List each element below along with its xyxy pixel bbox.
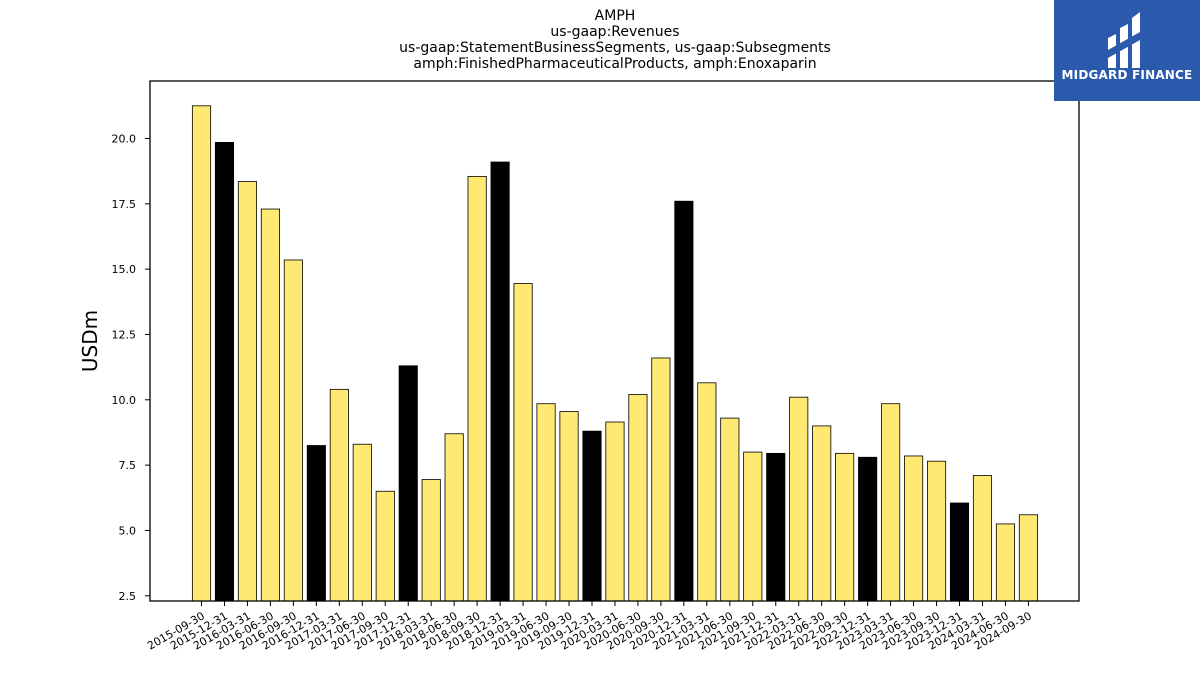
bar-2021-09-30	[743, 451, 763, 602]
bar-2022-12-31	[858, 456, 878, 602]
y-tick-label: 15.0	[112, 263, 137, 276]
y-tick-label: 7.5	[119, 459, 137, 472]
bars	[191, 105, 1038, 602]
bar-2022-09-30	[835, 452, 855, 602]
bar-2024-09-30	[1018, 514, 1038, 602]
bar-2015-12-31	[214, 142, 235, 602]
bar-2020-09-30	[651, 357, 671, 602]
bar-2023-03-31	[881, 403, 901, 602]
bar-2020-06-30	[628, 394, 648, 602]
y-axis: 2.5 5.0 7.5 10.0 12.5 15.0 17.5 20.0	[112, 132, 150, 603]
y-tick-label: 20.0	[112, 132, 137, 145]
bar-2023-06-30	[904, 455, 924, 602]
y-tick-label: 12.5	[112, 328, 137, 341]
bar-2019-06-30	[536, 403, 556, 602]
bar-2016-12-31	[306, 445, 326, 602]
bar-2016-03-31	[237, 181, 257, 602]
bar-2017-06-30	[352, 443, 372, 602]
bar-2021-03-31	[697, 382, 717, 602]
bar-2019-03-31	[513, 283, 533, 602]
bar-2019-12-31	[582, 430, 602, 602]
bar-2017-12-31	[398, 365, 418, 602]
y-tick-label: 5.0	[119, 524, 137, 537]
bar-2021-12-31	[766, 452, 786, 602]
bar-2015-09-30	[191, 105, 212, 602]
bar-2016-09-30	[283, 259, 303, 602]
midgard-logo-icon	[1108, 12, 1140, 68]
bar-2017-03-31	[329, 388, 349, 602]
logo-text: MIDGARD FINANCE	[1061, 68, 1193, 82]
x-axis: 2015-09-302015-12-312016-03-312016-06-30…	[145, 601, 1034, 653]
bar-2017-09-30	[375, 490, 395, 602]
bar-2024-06-30	[995, 523, 1015, 602]
midgard-finance-logo: MIDGARD FINANCE	[1054, 0, 1200, 101]
bar-2018-09-30	[467, 175, 487, 602]
y-tick-label: 17.5	[112, 198, 137, 211]
y-tick-label: 2.5	[119, 590, 137, 603]
chart-title-line: us-gaap:StatementBusinessSegments, us-ga…	[399, 40, 831, 56]
bar-2020-12-31	[674, 200, 694, 602]
bar-2021-06-30	[720, 417, 740, 602]
bar-2024-03-31	[972, 475, 993, 602]
bar-2018-12-31	[490, 161, 510, 602]
bar-2020-03-31	[605, 421, 625, 602]
bar-2018-03-31	[421, 479, 441, 602]
y-axis-label: USDm	[78, 310, 102, 372]
chart-title-line: AMPH	[595, 8, 636, 24]
chart-title: AMPHus-gaap:Revenuesus-gaap:StatementBus…	[399, 8, 831, 72]
bar-2023-09-30	[926, 460, 947, 602]
y-tick-label: 10.0	[112, 394, 137, 407]
bar-2023-12-31	[949, 502, 970, 602]
bar-2018-06-30	[444, 433, 464, 602]
bar-2019-09-30	[559, 411, 579, 602]
chart-title-line: amph:FinishedPharmaceuticalProducts, amp…	[413, 56, 816, 72]
bar-2016-06-30	[260, 208, 280, 602]
bar-2022-06-30	[812, 425, 832, 602]
chart-title-line: us-gaap:Revenues	[550, 24, 679, 40]
bar-2022-03-31	[789, 396, 809, 602]
